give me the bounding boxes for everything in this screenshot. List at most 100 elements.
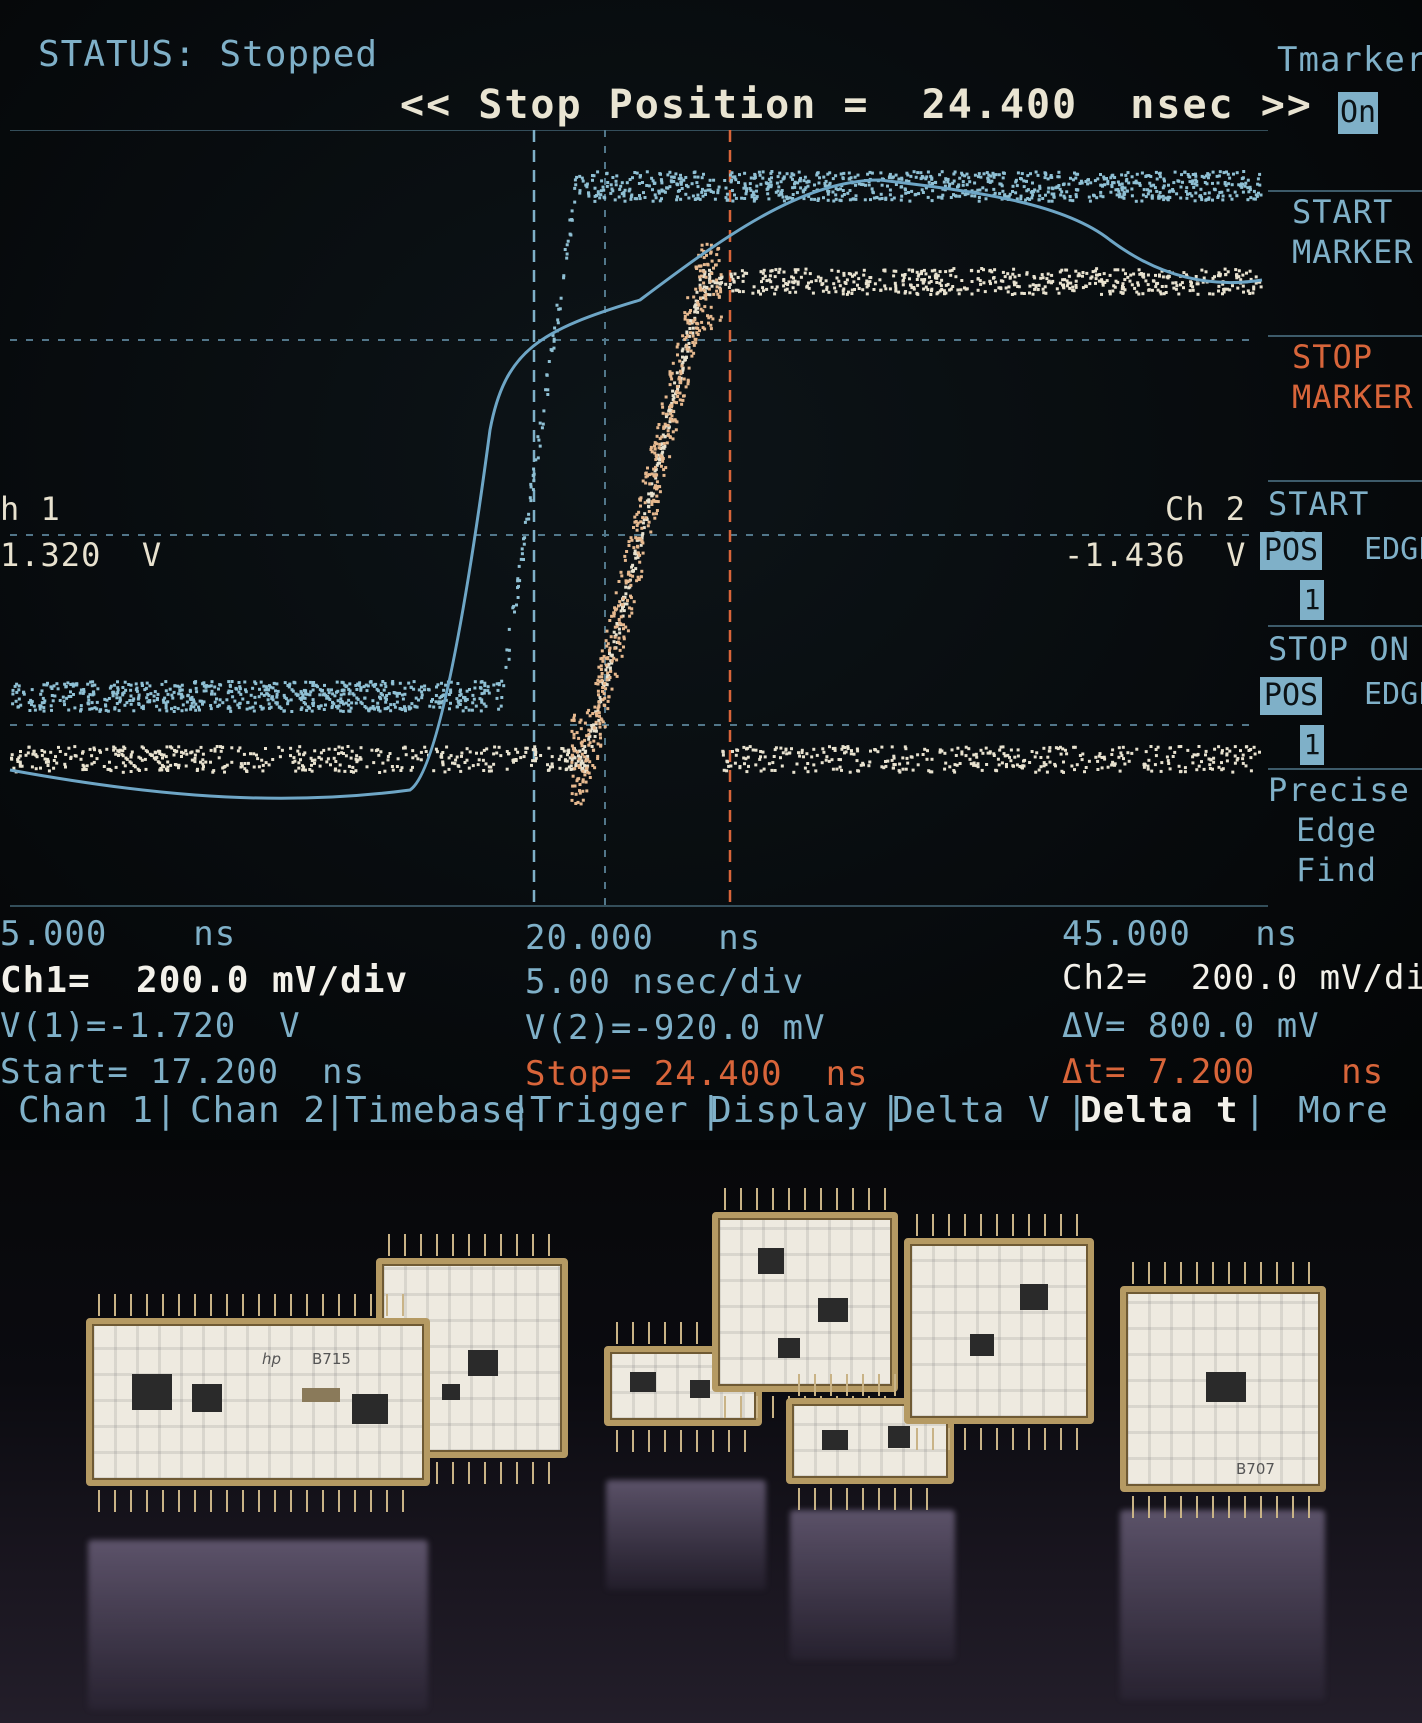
trace-dot bbox=[1113, 285, 1117, 289]
trace-dot bbox=[420, 690, 424, 694]
trace-dot bbox=[1235, 758, 1239, 762]
menu-more[interactable]: More bbox=[1298, 1090, 1389, 1131]
trace-dot bbox=[158, 749, 162, 753]
trace-dot bbox=[763, 274, 767, 278]
trace-dot bbox=[378, 709, 382, 713]
trace-dot bbox=[767, 762, 771, 766]
trace-dot bbox=[598, 196, 602, 200]
trace-dot bbox=[308, 680, 312, 684]
tmarker-toggle[interactable]: On bbox=[1338, 92, 1378, 134]
trace-dot bbox=[330, 688, 333, 692]
trace-dot bbox=[1233, 754, 1237, 758]
trace-dot bbox=[581, 780, 585, 784]
trace-dot bbox=[290, 710, 294, 713]
trace-dot bbox=[618, 642, 622, 646]
trace-dot bbox=[650, 450, 654, 454]
trace-dot bbox=[643, 501, 647, 505]
trace-dot bbox=[193, 753, 197, 757]
trace-dot bbox=[286, 702, 290, 706]
trace-dot bbox=[924, 285, 928, 289]
trace-dot bbox=[653, 486, 657, 490]
trace-dot bbox=[658, 172, 662, 176]
start-on-edge-number[interactable]: 1 bbox=[1300, 580, 1324, 620]
trace-dot bbox=[516, 579, 520, 583]
trace-dot bbox=[379, 683, 383, 687]
trace-dot bbox=[523, 536, 527, 540]
trace-dot bbox=[605, 676, 609, 679]
trace-dot bbox=[1239, 749, 1242, 753]
stop-marker-softkey[interactable]: STOP MARKER bbox=[1268, 335, 1422, 467]
trace-dot bbox=[823, 182, 827, 185]
trace-dot bbox=[1117, 755, 1121, 759]
trace-dot bbox=[788, 290, 792, 294]
trace-dot bbox=[884, 197, 888, 201]
trace-dot bbox=[601, 689, 604, 693]
trace-dot bbox=[236, 703, 240, 707]
trace-dot bbox=[1050, 199, 1054, 203]
trace-dot bbox=[776, 175, 780, 179]
trace-dot bbox=[646, 466, 649, 470]
menu-display[interactable]: Display bbox=[710, 1090, 869, 1131]
trace-dot bbox=[1005, 195, 1009, 199]
trace-dot bbox=[916, 283, 920, 287]
trace-dot bbox=[669, 408, 673, 412]
trace-dot bbox=[752, 285, 756, 289]
trace-dot bbox=[340, 700, 344, 704]
trace-dot bbox=[319, 757, 323, 761]
trace-dot bbox=[1225, 170, 1228, 174]
start-on-pos-button[interactable]: POS bbox=[1260, 532, 1322, 570]
trace-dot bbox=[679, 180, 683, 184]
trace-dot bbox=[584, 780, 588, 784]
trace-dot bbox=[69, 690, 72, 694]
trace-dot bbox=[310, 769, 314, 773]
trace-dot bbox=[572, 736, 576, 740]
trace-dot bbox=[654, 196, 658, 200]
trace-dot bbox=[711, 190, 715, 194]
menu-delta-v[interactable]: Delta V bbox=[892, 1090, 1051, 1131]
menu-chan-2[interactable]: Chan 2 bbox=[190, 1090, 327, 1131]
trace-dot bbox=[1026, 197, 1030, 200]
trace-dot bbox=[1195, 768, 1199, 772]
stop-on-softkey[interactable]: STOP ON bbox=[1268, 625, 1422, 767]
trace-dot bbox=[1052, 194, 1056, 198]
trace-dot bbox=[1184, 190, 1188, 193]
start-marker-softkey[interactable]: START MARKER bbox=[1268, 190, 1422, 322]
trace-dot bbox=[712, 292, 716, 296]
precise-edge-find-softkey[interactable]: Precise Edge Find bbox=[1268, 768, 1422, 910]
trace-dot bbox=[992, 173, 996, 177]
trace-dot bbox=[676, 342, 680, 346]
trace-dot bbox=[901, 283, 905, 287]
trace-dot bbox=[1057, 291, 1061, 295]
chip-die bbox=[630, 1372, 656, 1392]
trace-dot bbox=[158, 708, 162, 712]
trace-dot bbox=[695, 181, 699, 185]
stop-on-pos-button[interactable]: POS bbox=[1260, 677, 1322, 715]
trace-dot bbox=[1118, 769, 1122, 773]
trace-dot bbox=[769, 183, 773, 187]
stop-on-edge-number[interactable]: 1 bbox=[1300, 725, 1324, 765]
menu-timebase[interactable]: Timebase bbox=[345, 1090, 527, 1131]
menu-chan-1[interactable]: Chan 1 bbox=[18, 1090, 155, 1131]
trace-dot bbox=[928, 275, 931, 279]
trace-dot bbox=[301, 768, 305, 772]
trace-dot bbox=[1189, 280, 1193, 284]
trace-dot bbox=[680, 364, 684, 368]
trace-dot bbox=[952, 172, 956, 176]
trace-dot bbox=[888, 193, 892, 197]
trace-dot bbox=[686, 349, 690, 353]
trace-dot bbox=[992, 175, 996, 179]
trace-dot bbox=[569, 768, 573, 771]
trace-dot bbox=[1075, 763, 1079, 767]
trace-dot bbox=[83, 767, 87, 771]
trace-dot bbox=[1209, 758, 1213, 762]
trace-dot bbox=[1019, 177, 1022, 180]
trace-dot bbox=[792, 276, 795, 280]
trace-dot bbox=[655, 434, 659, 438]
trace-dot bbox=[778, 267, 782, 271]
trace-dot bbox=[495, 696, 499, 700]
menu-trigger[interactable]: Trigger bbox=[530, 1090, 689, 1131]
trace-dot bbox=[202, 684, 206, 688]
menu-delta-t[interactable]: Delta t bbox=[1080, 1090, 1239, 1131]
trace-dot bbox=[162, 753, 166, 757]
trace-dot bbox=[143, 688, 147, 692]
